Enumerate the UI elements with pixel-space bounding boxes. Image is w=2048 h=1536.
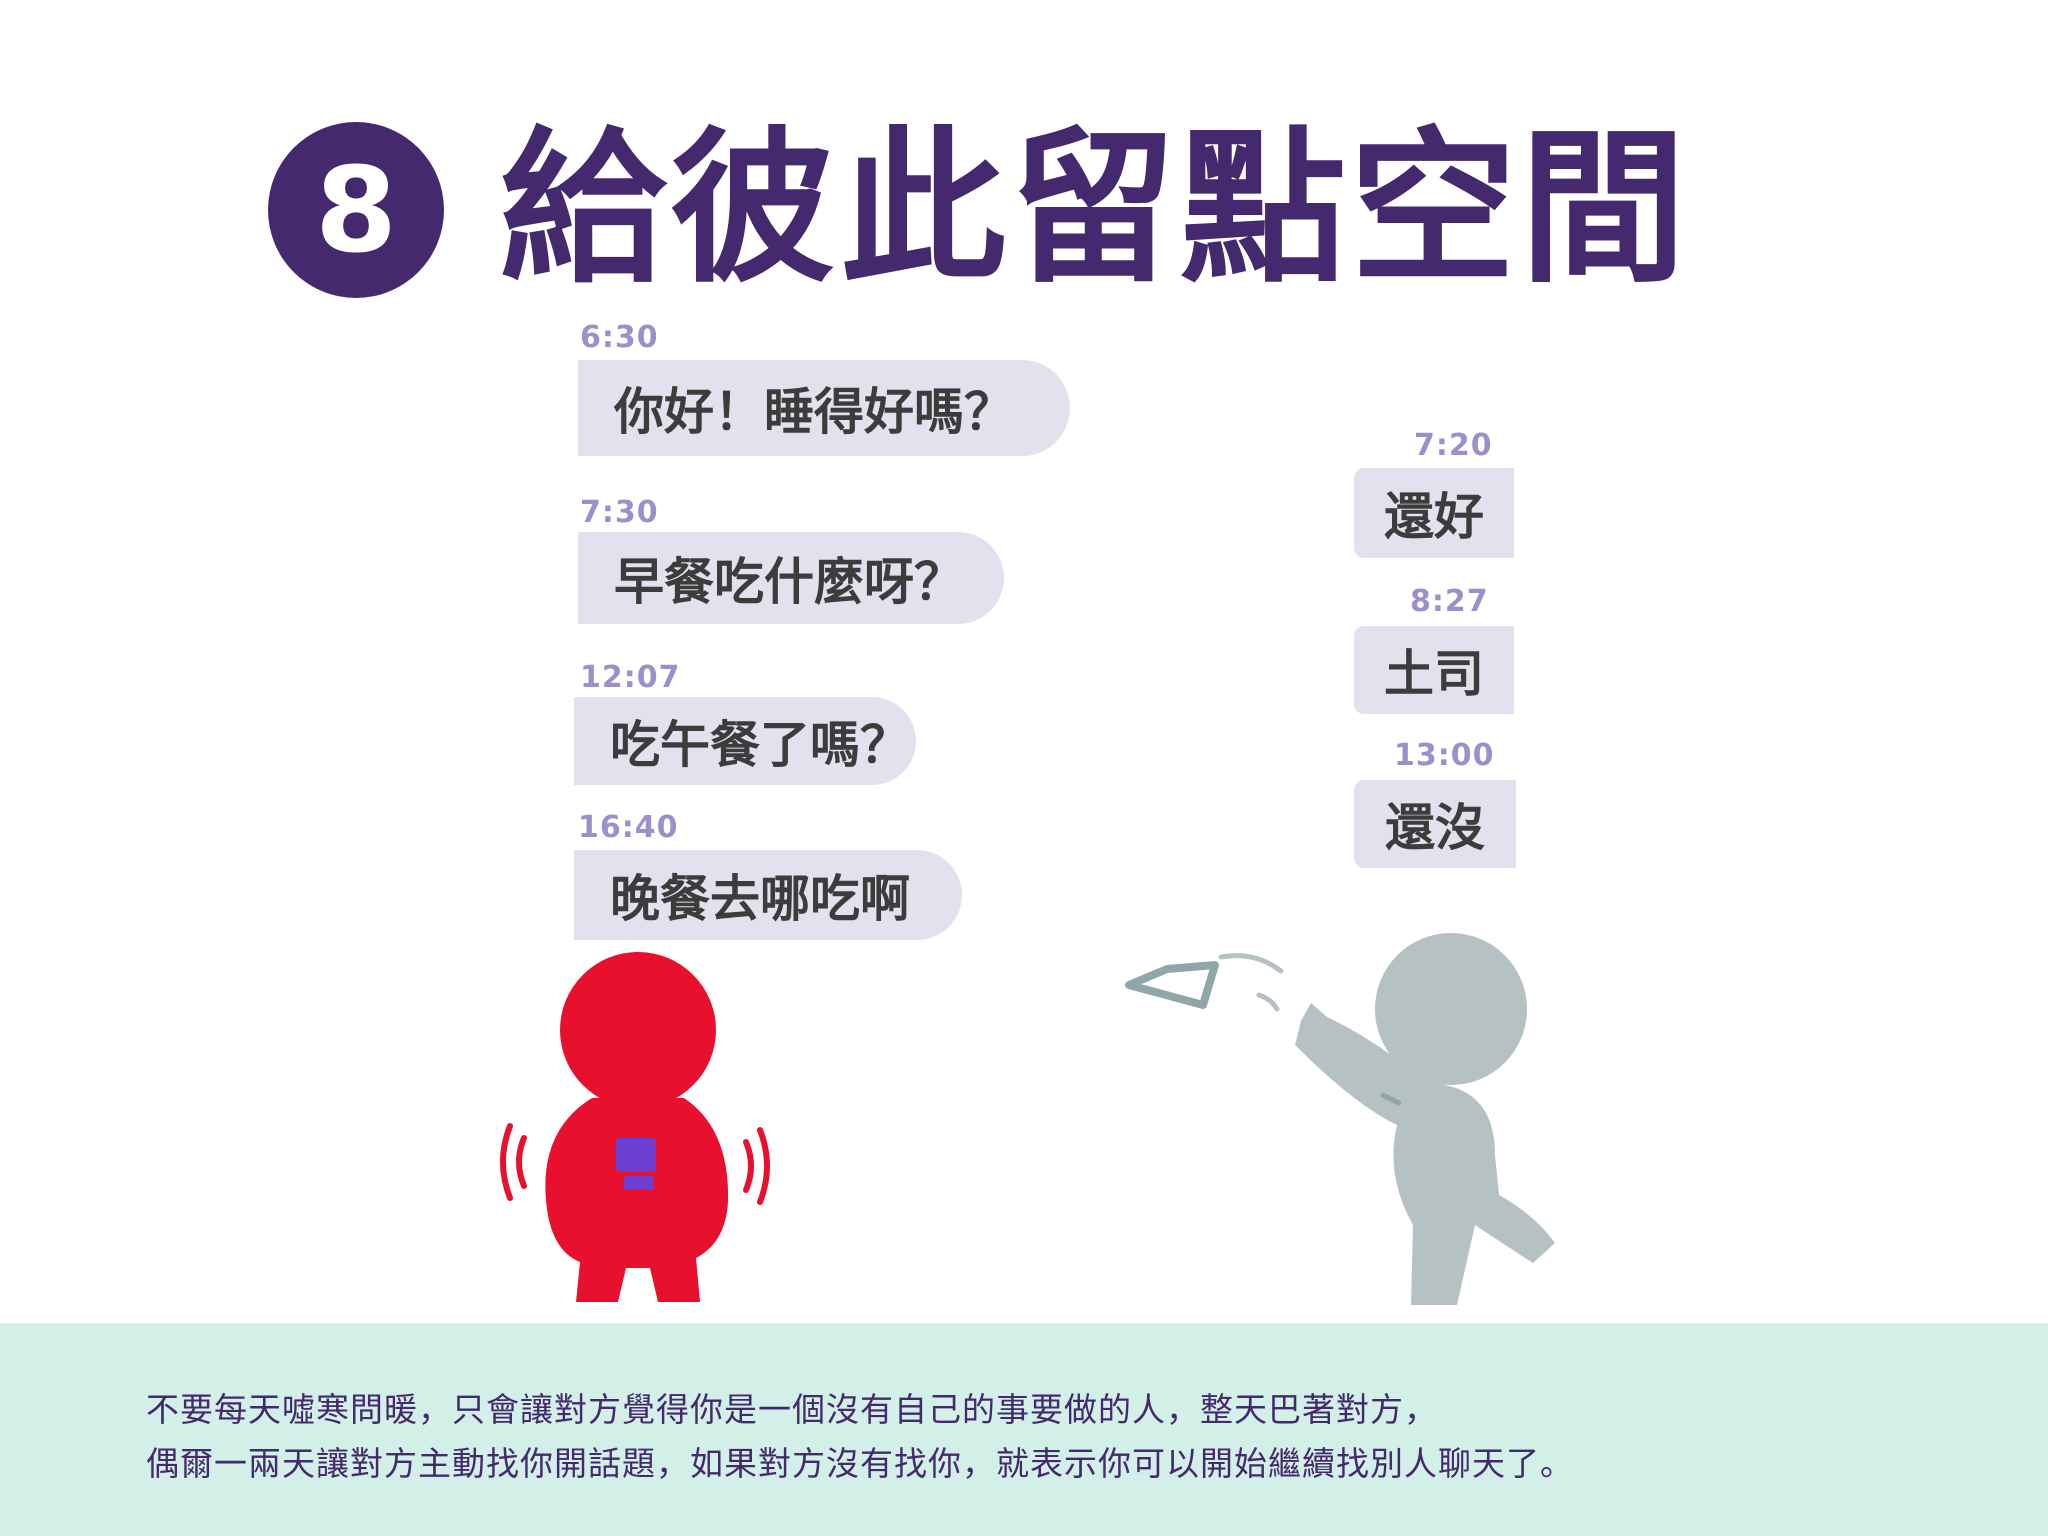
right-message-bubble-1: 還好 — [1354, 468, 1514, 558]
right-message-bubble-2: 土司 — [1354, 626, 1514, 714]
left-message-bubble-2: 早餐吃什麼呀？ — [578, 532, 1004, 624]
left-timestamp-2: 7:30 — [580, 495, 659, 530]
right-message-bubble-3: 還沒 — [1354, 780, 1516, 868]
left-message-bubble-4: 晚餐去哪吃啊 — [574, 850, 962, 940]
left-timestamp-1: 6:30 — [580, 320, 659, 355]
caption-line-2: 偶爾一兩天讓對方主動找你開話題，如果對方沒有找你，就表示你可以開始繼續找別人聊天… — [146, 1444, 1574, 1483]
trembling-lines — [500, 1123, 770, 1205]
red-figure-illustration — [500, 952, 770, 1302]
left-timestamp-4: 16:40 — [578, 810, 679, 845]
right-timestamp-2: 8:27 — [1410, 584, 1489, 619]
step-number-badge: 8 — [268, 122, 444, 298]
right-timestamp-1: 7:20 — [1414, 428, 1493, 463]
motion-lines — [1218, 953, 1284, 1012]
grey-figure-body — [1295, 933, 1555, 1305]
left-timestamp-3: 12:07 — [580, 660, 681, 695]
right-timestamp-3: 13:00 — [1394, 738, 1495, 773]
title-row: 8 給彼此留點空間 — [268, 110, 1690, 310]
left-message-bubble-3: 吃午餐了嗎？ — [574, 697, 916, 785]
grey-figure-illustration — [1125, 933, 1555, 1305]
thrown-phone-icon — [1125, 961, 1219, 1009]
red-figure-body — [545, 952, 729, 1302]
caption-band: 不要每天噓寒問暖，只會讓對方覺得你是一個沒有自己的事要做的人，整天巴著對方， 偶… — [0, 1323, 2048, 1536]
phone-icon — [616, 1138, 656, 1190]
page-title: 給彼此留點空間 — [500, 113, 1690, 306]
caption-line-1: 不要每天噓寒問暖，只會讓對方覺得你是一個沒有自己的事要做的人，整天巴著對方， — [146, 1390, 1438, 1429]
left-message-bubble-1: 你好！睡得好嗎？ — [578, 360, 1070, 456]
